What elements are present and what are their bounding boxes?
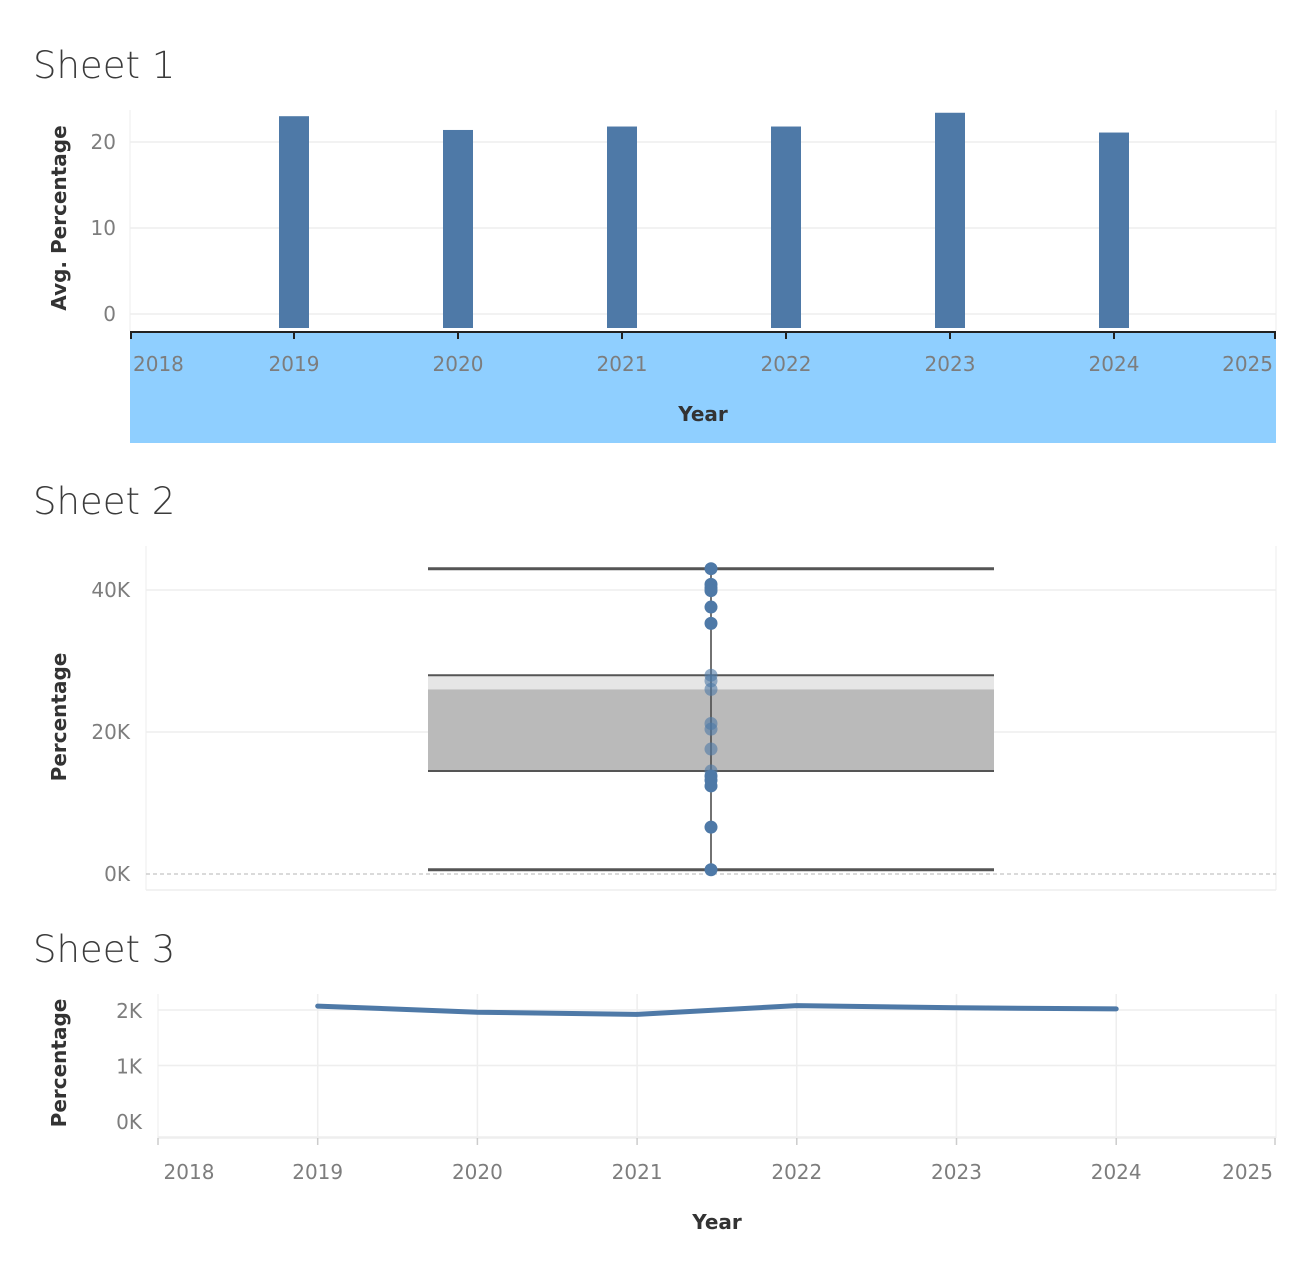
x-tick-label: 2020 [433, 352, 484, 376]
data-point[interactable] [704, 584, 718, 598]
y-axis-title: Percentage [47, 653, 71, 782]
sheet-2-title: Sheet 2 [33, 480, 176, 523]
y-tick-label: 0K [116, 1110, 143, 1134]
y-tick-label: 0 [103, 302, 116, 326]
bar[interactable] [935, 112, 965, 328]
x-tick-label: 2025 [1222, 352, 1273, 376]
y-axis-title: Avg. Percentage [47, 125, 71, 310]
x-tick-label: 2024 [1089, 352, 1140, 376]
x-tick-label: 2021 [612, 1160, 663, 1184]
x-tick-label: 2019 [292, 1160, 343, 1184]
data-point[interactable] [704, 682, 718, 696]
y-tick-label: 40K [91, 578, 130, 602]
y-tick-label: 1K [116, 1055, 143, 1079]
sheet-3-title: Sheet 3 [33, 928, 176, 971]
y-axis-title: Percentage [47, 999, 71, 1128]
y-tick-label: 0K [104, 862, 131, 886]
data-point[interactable] [704, 742, 718, 756]
x-tick-label: 2018 [133, 352, 184, 376]
bar[interactable] [607, 126, 637, 329]
x-tick-label: 2020 [452, 1160, 503, 1184]
data-point[interactable] [704, 863, 718, 877]
x-tick-label: 2023 [925, 352, 976, 376]
x-tick-label: 2022 [771, 1160, 822, 1184]
y-tick-label: 20K [91, 720, 130, 744]
bar[interactable] [771, 126, 801, 329]
data-point[interactable] [704, 779, 718, 793]
series-line[interactable] [315, 1003, 1119, 1017]
bar[interactable] [279, 116, 309, 328]
bar[interactable] [443, 129, 473, 328]
x-tick-label: 2019 [269, 352, 320, 376]
y-tick-label: 2K [116, 999, 143, 1023]
x-tick-label: 2021 [597, 352, 648, 376]
x-axis-title: Year [691, 1210, 742, 1234]
x-tick-label: 2018 [164, 1160, 215, 1184]
x-axis-highlight[interactable] [130, 331, 1276, 443]
sheet-1-title: Sheet 1 [33, 44, 176, 87]
data-point[interactable] [704, 722, 718, 736]
y-tick-label: 10 [91, 216, 116, 240]
x-tick-label: 2023 [931, 1160, 982, 1184]
data-point[interactable] [704, 600, 718, 614]
data-point[interactable] [704, 562, 718, 576]
data-point[interactable] [704, 820, 718, 834]
bar[interactable] [1099, 132, 1129, 328]
x-axis-title: Year [677, 402, 728, 426]
x-tick-label: 2022 [761, 352, 812, 376]
data-point[interactable] [704, 616, 718, 630]
x-tick-label: 2024 [1091, 1160, 1142, 1184]
x-tick-label: 2025 [1222, 1160, 1273, 1184]
y-tick-label: 20 [91, 130, 116, 154]
